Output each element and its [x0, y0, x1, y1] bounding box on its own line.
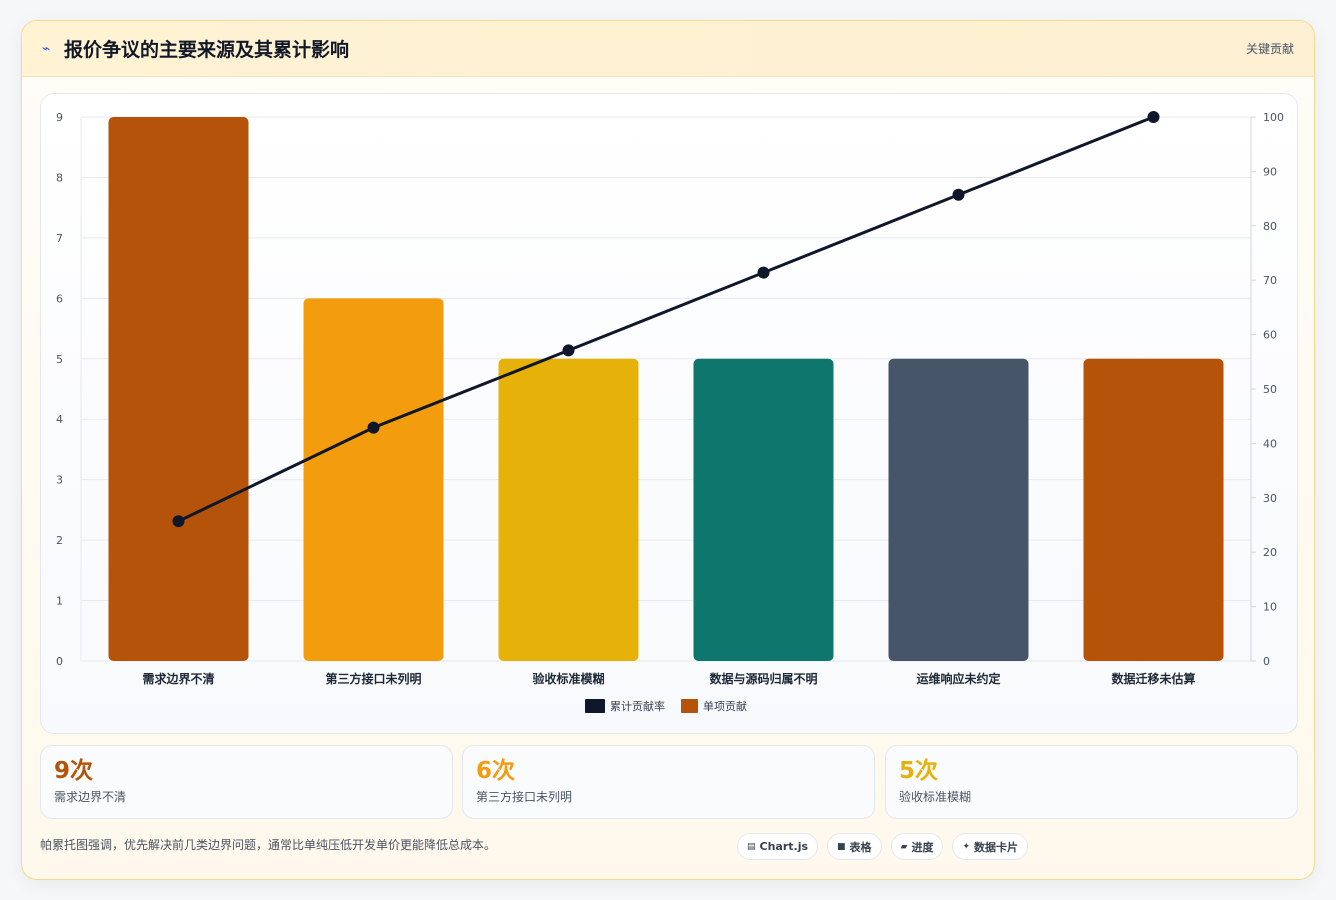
chart-panel: 0 1 2 3 4 5 6 7 8 9 0 10 20 30 40 50 60 70 80 90 100 需求边界不清 第三…: [40, 93, 1298, 734]
pill-label: 进度: [911, 840, 934, 854]
y2-tick-label: 80: [1263, 220, 1277, 233]
pill-progress[interactable]: ▰ 进度: [890, 833, 944, 860]
progress-icon: ▰: [900, 841, 908, 852]
pill-label: Chart.js: [759, 840, 809, 853]
y2-tick-label: 0: [1263, 655, 1270, 668]
chart-card: ⌁ 报价争议的主要来源及其累计影响 关键贡献 0 1 2 3 4 5 6 7 8 9 0 10 20 30…: [21, 20, 1315, 880]
kpi-row: 9次 需求边界不清 6次 第三方接口未列明 5次 验收标准模糊: [40, 745, 1298, 819]
tool-pills: ▤ Chart.js ■ 表格 ▰ 进度 ✦ 数据卡片: [737, 833, 1029, 860]
pill-label: 表格: [849, 840, 872, 854]
y-tick-label: 7: [56, 232, 63, 245]
line-point: [1147, 111, 1160, 123]
y2-tick-label: 90: [1263, 165, 1277, 178]
pill-table[interactable]: ■ 表格: [827, 833, 882, 860]
y2-tick-label: 40: [1263, 437, 1277, 450]
card-header: ⌁ 报价争议的主要来源及其累计影响 关键贡献: [22, 21, 1314, 77]
pill-data-card[interactable]: ✦ 数据卡片: [952, 833, 1029, 860]
y2-tick-label: 10: [1263, 601, 1277, 614]
y-tick-label: 0: [56, 655, 63, 668]
legend-swatch: [681, 699, 698, 713]
card-footer: 帕累托图强调，优先解决前几类边界问题，通常比单纯压低开发单价更能降低总成本。 ▤…: [40, 831, 1298, 863]
chart-icon: ▤: [747, 841, 756, 852]
header-tag: 关键贡献: [1245, 42, 1294, 56]
x-tick-label: 验收标准模糊: [532, 671, 604, 686]
bar: [1083, 358, 1224, 661]
y-tick-label: 1: [56, 595, 63, 608]
kpi-value: 6次: [476, 758, 516, 784]
sparkle-icon: ✦: [962, 841, 971, 852]
kpi-card-2: 6次 第三方接口未列明: [462, 745, 875, 819]
x-tick-label: 数据与源码归属不明: [709, 671, 817, 686]
y2-tick-label: 60: [1263, 329, 1277, 342]
y2-tick-label: 70: [1263, 274, 1277, 287]
y-tick-label: 5: [56, 353, 63, 366]
kpi-value: 5次: [899, 758, 939, 784]
legend-label: 单项贡献: [703, 699, 747, 713]
y-tick-label: 8: [56, 171, 63, 184]
y-tick-label: 3: [56, 474, 63, 487]
bar: [303, 298, 444, 661]
x-tick-label: 第三方接口未列明: [325, 671, 421, 686]
pill-label: 数据卡片: [974, 840, 1019, 854]
line-point: [757, 266, 770, 279]
kpi-card-1: 9次 需求边界不清: [40, 745, 453, 819]
y-tick-label: 2: [56, 534, 63, 547]
cumulative-line: [177, 115, 1155, 523]
y2-tick-label: 20: [1263, 546, 1277, 559]
y-tick-label: 6: [56, 292, 63, 305]
line-point: [172, 515, 185, 528]
y2-tick-label: 50: [1263, 383, 1277, 396]
kpi-label: 需求边界不清: [54, 790, 127, 804]
bar: [108, 117, 249, 661]
kpi-label: 第三方接口未列明: [476, 790, 573, 804]
pill-chartjs[interactable]: ▤ Chart.js: [737, 833, 819, 860]
x-tick-label: 需求边界不清: [142, 671, 214, 686]
y-tick-label: 9: [56, 111, 63, 124]
x-tick-label: 运维响应未约定: [916, 671, 1000, 686]
x-tick-label: 数据迁移未估算: [1111, 671, 1195, 686]
y2-tick-label: 100: [1263, 111, 1284, 124]
bar: [498, 358, 639, 661]
legend-swatch: [585, 699, 605, 713]
kpi-card-3: 5次 验收标准模糊: [885, 745, 1298, 819]
line-point: [367, 421, 380, 434]
lightning-icon: ⌁: [42, 40, 51, 57]
kpi-value: 9次: [54, 758, 94, 784]
footer-note: 帕累托图强调，优先解决前几类边界问题，通常比单纯压低开发单价更能降低总成本。: [40, 838, 497, 852]
kpi-label: 验收标准模糊: [899, 790, 972, 804]
line-point: [952, 188, 965, 201]
y-tick-label: 4: [56, 413, 63, 426]
line-point: [562, 344, 575, 357]
table-icon: ■: [837, 841, 846, 852]
bar: [693, 358, 834, 661]
chart-title: 报价争议的主要来源及其累计影响: [64, 39, 350, 61]
bar: [888, 358, 1029, 661]
y2-tick-label: 30: [1263, 492, 1277, 505]
legend-label: 累计贡献率: [610, 699, 665, 713]
